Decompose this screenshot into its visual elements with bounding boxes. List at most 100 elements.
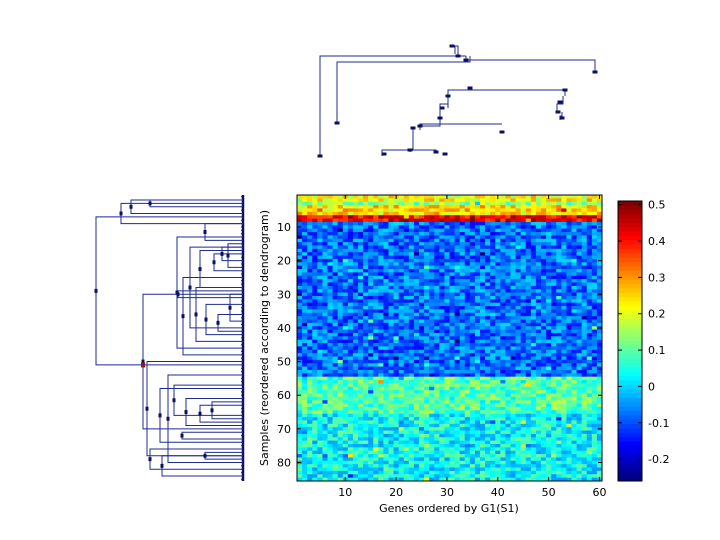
heatmap-cell [469,198,476,203]
heatmap-cell [530,437,537,441]
heatmap-cell [505,252,511,256]
heatmap-cell [454,410,461,415]
heatmap-cell [327,427,333,431]
heatmap-cell [561,403,567,408]
heatmap-cell [464,265,471,270]
heatmap-cell [383,460,389,465]
dendrogram-node [203,453,207,458]
heatmap-cell [546,410,552,415]
heatmap-cell [586,454,593,458]
heatmap-cell [312,393,318,398]
dendrogram-node [184,410,188,415]
heatmap-cell [444,289,450,293]
heatmap-cell [469,386,476,391]
heatmap-cell [398,460,405,465]
heatmap-cell [322,413,328,418]
heatmap-cell [322,292,328,297]
heatmap-cell [561,272,567,277]
heatmap-cell [413,460,420,465]
heatmap-cell [454,386,461,391]
heatmap-cell [307,225,313,229]
heatmap-cell [586,272,593,277]
heatmap-cell [388,349,394,354]
heatmap-cell [551,215,557,219]
heatmap-cell [525,309,532,314]
column-dendrogram [317,44,598,158]
heatmap-cell [332,460,339,465]
heatmap-cell [561,343,567,347]
heatmap-cell [520,336,527,341]
heatmap-cell [571,417,577,421]
heatmap-cell [541,258,547,263]
heatmap-cell [363,302,369,307]
heatmap-cell [332,205,339,209]
heatmap-cell [469,396,476,401]
heatmap-cell [546,221,552,226]
heatmap-cell [495,211,501,216]
heatmap-cell [302,232,308,236]
heatmap-cell [419,322,425,327]
heatmap-cell [551,353,557,357]
heatmap-cell [520,211,527,216]
heatmap-cell [393,413,400,418]
heatmap-cell [530,326,537,330]
heatmap-cell [551,312,557,317]
heatmap-cell [566,440,572,445]
heatmap-cell [556,312,562,317]
heatmap-cell [454,312,461,317]
heatmap-cell [576,208,583,213]
heatmap-cell [312,282,318,287]
heatmap-cell [454,215,461,219]
row-dendrogram-branch [182,276,243,356]
heatmap-cell [388,225,394,229]
heatmap-cell [591,437,598,441]
heatmap-cell [322,417,328,421]
heatmap-cell [358,440,364,445]
heatmap-cell [596,275,603,280]
heatmap-cell [591,403,598,408]
heatmap-cell [368,366,374,371]
heatmap-cell [429,443,435,448]
heatmap-cell [454,235,461,240]
heatmap-cell [332,322,339,327]
heatmap-cell [393,400,400,404]
heatmap-cell [302,215,308,219]
heatmap-cell [474,359,481,364]
heatmap-cell [444,201,450,206]
heatmap-cell [393,410,400,415]
heatmap-cell [500,460,506,465]
heatmap-cell [591,400,598,404]
heatmap-cell [332,386,339,391]
heatmap-cell [505,272,511,277]
heatmap-cell [561,406,567,411]
heatmap-cell [429,306,435,310]
heatmap-cell [596,228,603,233]
heatmap-cell [317,292,323,297]
heatmap-cell [327,403,333,408]
heatmap-cell [408,235,415,240]
heatmap-cell [530,245,537,250]
heatmap-cell [464,427,471,431]
heatmap-cell [368,198,374,203]
heatmap-cell [424,420,430,425]
heatmap-cell [358,339,364,344]
heatmap-cell [576,215,583,219]
heatmap-cell [505,329,511,334]
heatmap-cell [347,403,354,408]
heatmap-cell [347,454,354,458]
heatmap-cell [454,295,461,300]
heatmap-cell [546,454,552,458]
heatmap-cell [566,232,572,236]
heatmap-cell [535,211,542,216]
heatmap-cell [474,353,481,357]
heatmap-cell [322,410,328,415]
heatmap-cell [383,433,389,438]
heatmap-cell [541,386,547,391]
heatmap-cell [302,343,308,347]
heatmap-cell [337,258,344,263]
heatmap-cell [388,326,394,330]
heatmap-cell [566,211,572,216]
heatmap-cell [388,302,394,307]
heatmap-cell [464,390,471,394]
heatmap-cell [363,245,369,250]
